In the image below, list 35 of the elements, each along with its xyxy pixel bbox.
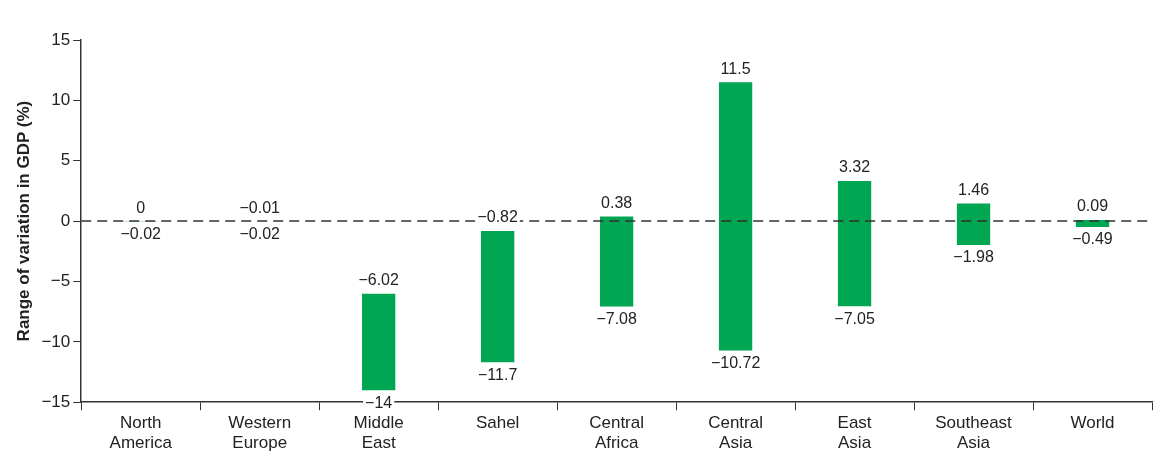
y-axis-title: Range of variation in GDP (%) bbox=[13, 100, 33, 342]
annotation: 3.32 bbox=[839, 158, 871, 176]
x-tick-label: East Asia bbox=[837, 413, 872, 453]
y-tick-label: 10 bbox=[51, 90, 71, 110]
x-tick-label: Central Africa bbox=[589, 413, 645, 453]
annotation: −0.02 bbox=[120, 224, 162, 242]
x-tick-label: Middle East bbox=[353, 413, 404, 453]
annotation: 0.38 bbox=[601, 193, 633, 211]
annotation: −10.72 bbox=[710, 353, 761, 371]
annotation: 1.46 bbox=[957, 180, 990, 198]
annotation: −0.01 bbox=[239, 198, 281, 216]
annotation: −7.05 bbox=[834, 309, 875, 327]
y-tick-label: −10 bbox=[41, 331, 71, 351]
x-tick-label: Central Asia bbox=[708, 413, 763, 453]
annotation: −14 bbox=[365, 393, 393, 411]
annotation: 0.09 bbox=[1076, 197, 1109, 215]
annotation: −0.49 bbox=[1072, 230, 1113, 248]
x-tick-label: Sahel bbox=[475, 413, 520, 433]
annotation: 11.5 bbox=[720, 59, 751, 77]
annotation: −0.82 bbox=[477, 208, 518, 226]
x-tick-label: World bbox=[1070, 413, 1115, 433]
annotation: −0.02 bbox=[239, 224, 281, 242]
y-tick-label: 5 bbox=[60, 150, 71, 170]
x-tick-label: North America bbox=[109, 413, 173, 453]
annotation: −7.08 bbox=[596, 309, 637, 327]
y-tick-label: 15 bbox=[51, 29, 71, 49]
y-tick-label: −5 bbox=[50, 271, 71, 291]
x-tick-label: Southeast Asia bbox=[935, 413, 1013, 453]
y-tick-label: 0 bbox=[60, 210, 71, 230]
annotation: −6.02 bbox=[358, 271, 400, 289]
annotation: −1.98 bbox=[953, 248, 994, 266]
x-tick-label: Western Europe bbox=[228, 413, 292, 453]
annotation: 0 bbox=[136, 198, 146, 216]
y-tick-label: −15 bbox=[41, 391, 71, 411]
annotation: −11.7 bbox=[478, 365, 518, 383]
